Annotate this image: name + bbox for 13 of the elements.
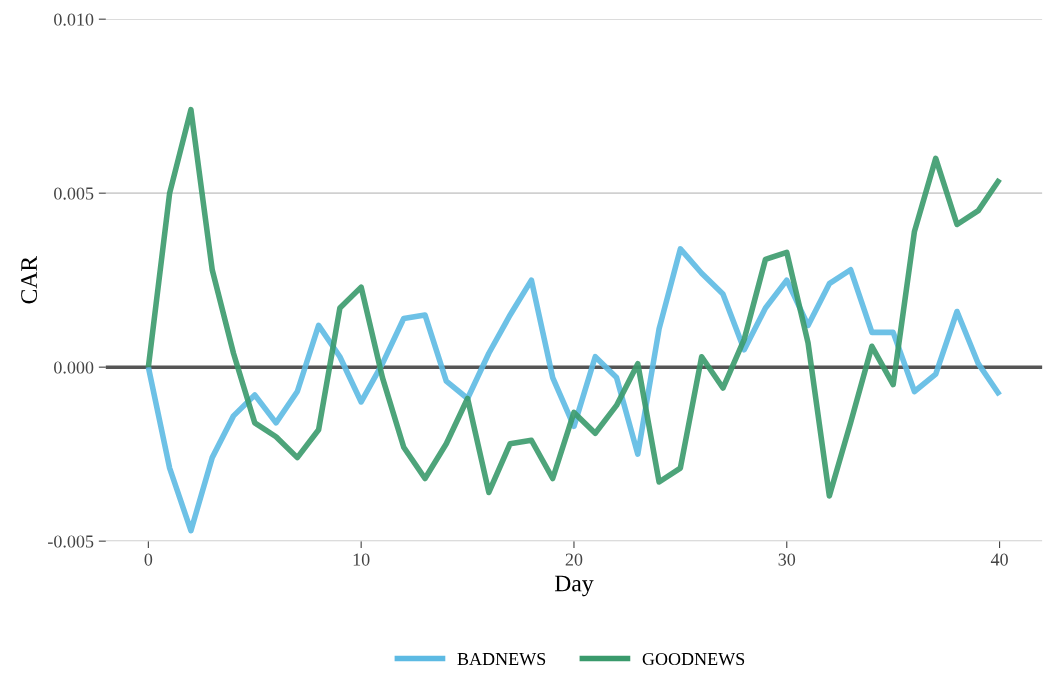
y-tick-label: 0.000 (54, 361, 94, 374)
y-tick-label: 0.005 (54, 187, 94, 200)
x-axis-title: Day (554, 575, 594, 597)
legend-label: GOODNEWS (642, 652, 745, 666)
x-tick-label: 20 (565, 553, 583, 566)
x-tick-label: 40 (990, 553, 1008, 566)
y-tick-label: 0.010 (54, 13, 94, 26)
y-tick-label: -0.005 (48, 535, 94, 548)
y-axis-title: CAR (21, 255, 38, 304)
legend-label: BADNEWS (457, 652, 546, 666)
x-tick-label: 30 (778, 553, 796, 566)
x-tick-label: 10 (353, 553, 370, 566)
x-tick-label: 0 (144, 553, 153, 566)
